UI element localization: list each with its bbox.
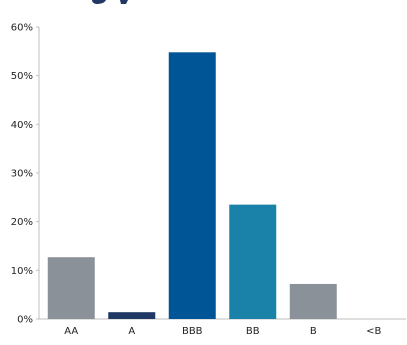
logo-fragment [92,0,128,4]
y-tick-label: 40% [11,120,33,131]
bar-B [289,283,337,319]
x-tick-label: <B [366,326,381,337]
bar-AA [47,257,95,319]
y-tick-label: 20% [11,217,33,228]
chart-labels: 0%10%20%30%40%50%60%AA A BBB BB B <B [11,23,382,338]
chart-axes [36,26,406,320]
x-tick-label: B [310,326,317,337]
bar-A [108,312,156,319]
x-tick-label: A [128,326,135,337]
y-tick-label: 10% [11,266,33,277]
y-tick-label: 50% [11,71,33,82]
x-tick-label: BBB [182,326,203,337]
x-tick-label: BB [246,326,260,337]
y-tick-label: 30% [11,169,33,180]
y-tick-label: 0% [17,315,33,326]
bar-BBB [168,52,216,319]
x-tick-label: AA [64,326,78,337]
y-tick-label: 60% [11,23,33,34]
bar-BB [229,204,277,319]
chart-bars [47,52,337,319]
